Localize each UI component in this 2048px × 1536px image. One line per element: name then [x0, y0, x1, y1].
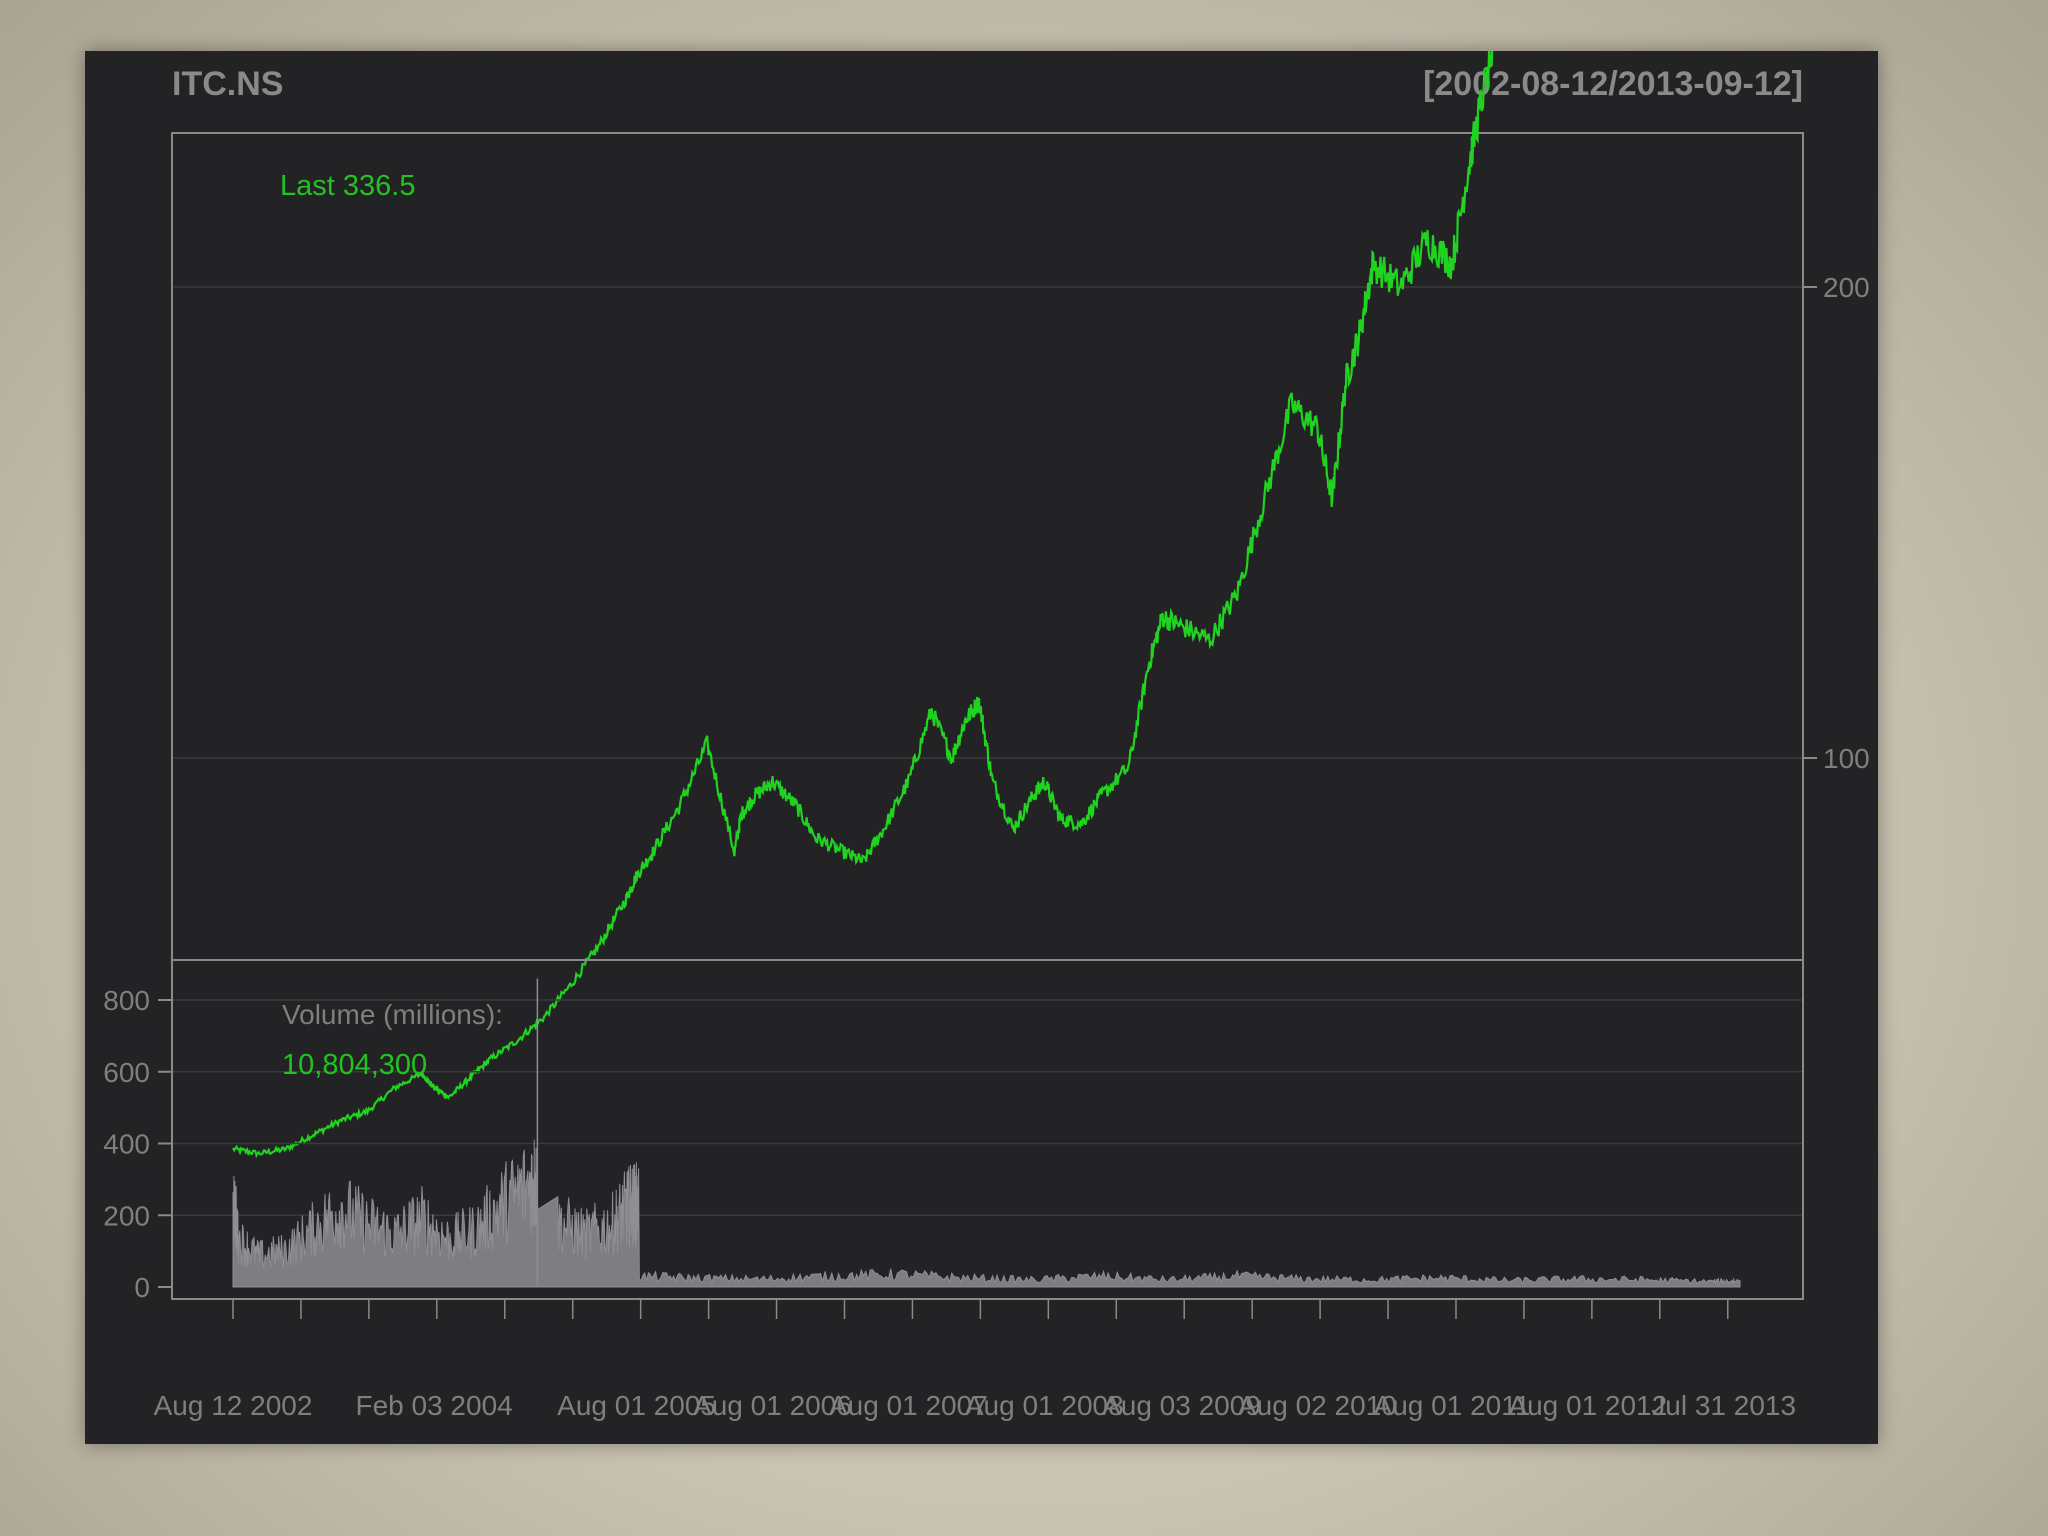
- x-tick-label: Jul 31 2013: [1651, 1390, 1796, 1421]
- x-tick-label: Aug 01 2005: [557, 1390, 716, 1421]
- volume-gridlines: [172, 999, 1803, 1216]
- price-y-axis: 100200300: [1803, 272, 1870, 774]
- x-tick-label: Aug 01 2007: [829, 1390, 988, 1421]
- x-tick-label: Aug 02 2010: [1238, 1390, 1397, 1421]
- price-gridlines: [172, 286, 1803, 759]
- volume-tick-label-400: 400: [103, 1129, 150, 1160]
- price-panel-frame: [171, 132, 1804, 961]
- volume-y-axis: 0 200 400 600 800: [103, 985, 172, 1303]
- volume-tick-label-0: 0: [134, 1272, 150, 1303]
- volume-tick-label-800: 800: [103, 985, 150, 1016]
- x-tick-label: Aug 01 2011: [1374, 1390, 1531, 1421]
- x-tick-label: Aug 01 2008: [965, 1390, 1124, 1421]
- x-tick-label: Feb 03 2004: [355, 1390, 512, 1421]
- price-series-line: [232, 51, 1494, 1159]
- price-tick-label-100: 100: [1823, 743, 1870, 774]
- volume-tick-label-200: 200: [103, 1200, 150, 1231]
- stock-chart: ITC.NS [2002-08-12/2013-09-12] Last 336.…: [103, 51, 1870, 1421]
- volume-value: 10,804,300: [282, 1049, 427, 1081]
- chart-title: ITC.NS: [172, 65, 283, 103]
- last-price-label: Last 336.5: [280, 170, 415, 202]
- price-tick-label-200: 200: [1823, 272, 1870, 303]
- x-tick-label: Aug 03 2009: [1102, 1390, 1261, 1421]
- volume-tick-label-600: 600: [103, 1057, 150, 1088]
- volume-label: Volume (millions):: [282, 999, 503, 1030]
- chart-slide: ITC.NS [2002-08-12/2013-09-12] Last 336.…: [85, 51, 1878, 1444]
- volume-bars: [232, 1139, 1741, 1288]
- x-tick-label: Aug 12 2002: [154, 1390, 313, 1421]
- x-tick-label: Aug 01 2012: [1508, 1390, 1667, 1421]
- x-tick-label: Aug 01 2006: [693, 1390, 852, 1421]
